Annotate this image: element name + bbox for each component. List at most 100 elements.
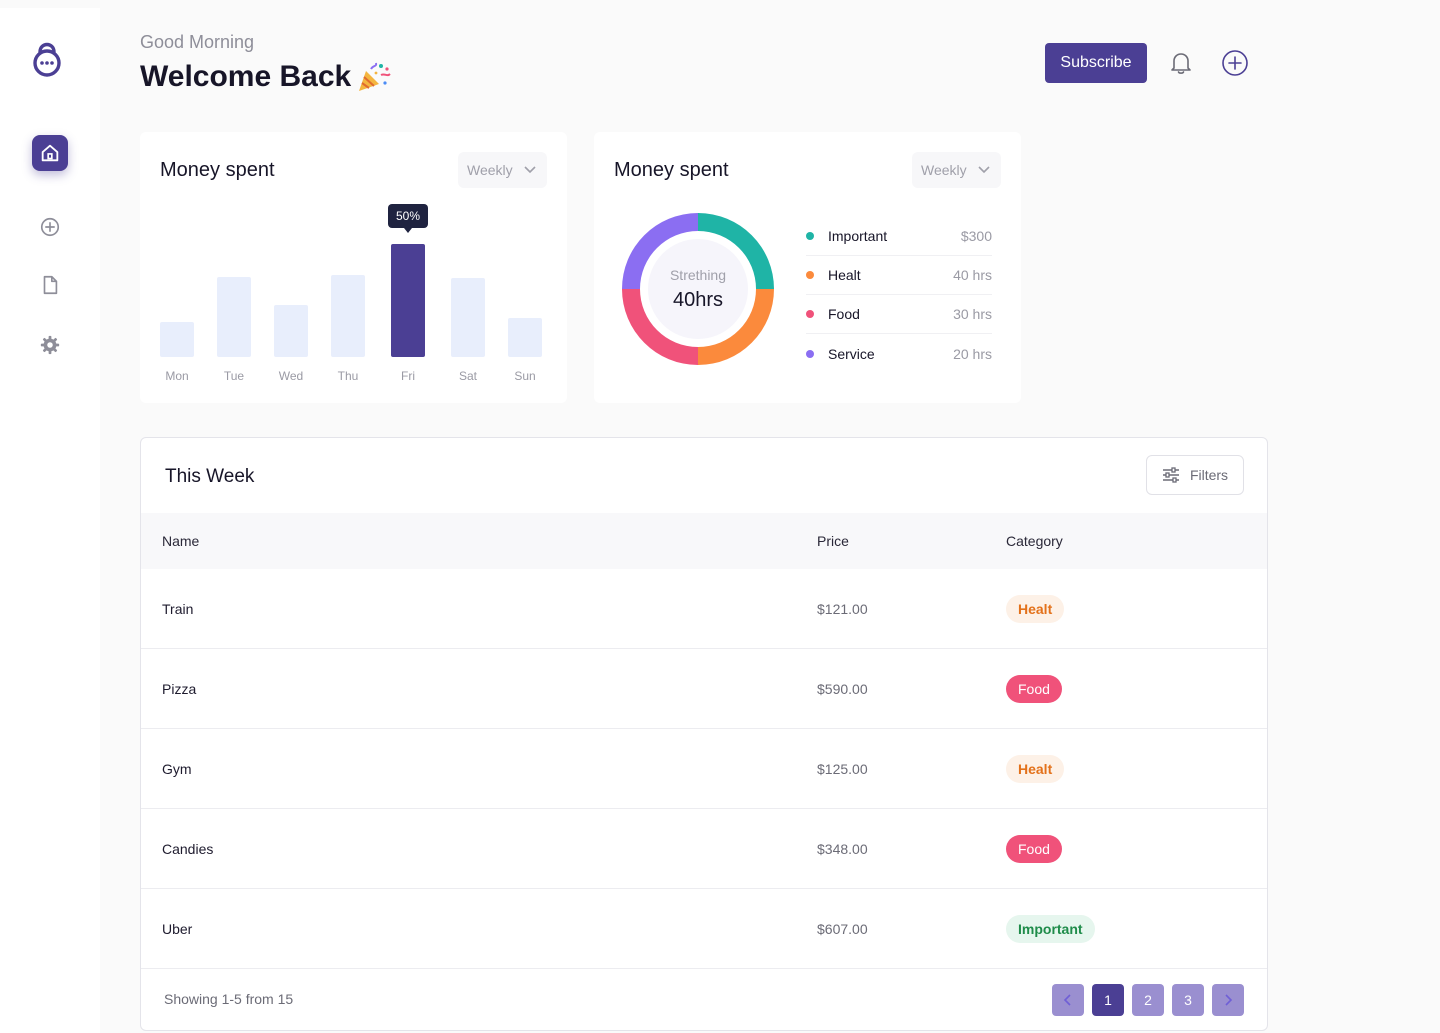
category-badge: Healt (1006, 595, 1065, 623)
sliders-icon (1162, 467, 1179, 483)
donut-center-value: 40hrs (673, 289, 723, 311)
row-name: Candies (162, 841, 214, 857)
legend-value: 20 hrs (953, 345, 992, 362)
legend-item-food: Food 30 hrs (806, 295, 992, 334)
bar-tue[interactable] (217, 277, 251, 357)
welcome-text: Welcome Back (140, 60, 352, 93)
sidebar-item-documents[interactable] (32, 267, 68, 303)
bar-mon[interactable] (160, 322, 194, 357)
row-price: $348.00 (817, 841, 868, 857)
row-name: Pizza (162, 681, 197, 697)
legend-label: Food (828, 306, 860, 322)
legend-value: 40 hrs (953, 267, 992, 283)
prev-page-button[interactable] (1052, 984, 1084, 1016)
row-price: $121.00 (817, 601, 868, 617)
donut-period-value: Weekly (921, 162, 967, 178)
donut-period-dropdown[interactable]: Weekly (912, 152, 1001, 188)
bar-wed[interactable] (274, 305, 308, 357)
bar-tooltip-label: 50% (396, 209, 420, 223)
money-spent-bar-card: Money spent Weekly Mon Tue Wed Thu Fri 50% Sat… (140, 132, 567, 403)
row-name: Gym (162, 761, 192, 777)
row-price: $607.00 (817, 921, 868, 937)
page-title: Welcome Back (140, 60, 391, 94)
greeting-text: Good Morning (140, 32, 255, 52)
table-row[interactable]: Gym $125.00 Healt (141, 729, 1267, 809)
donut-chart: Strething 40hrs (622, 213, 774, 365)
donut-slice-healt[interactable] (698, 289, 774, 365)
chevron-right-icon (1225, 994, 1233, 1006)
column-header-name[interactable]: Name (162, 533, 200, 549)
bar-sun[interactable] (508, 318, 542, 357)
home-icon (41, 144, 59, 162)
bar-period-dropdown[interactable]: Weekly (458, 152, 547, 188)
table-row[interactable]: Train $121.00 Healt (141, 569, 1267, 649)
legend-dot (806, 349, 814, 358)
category-badge: Important (1006, 915, 1095, 943)
legend-label: Service (828, 345, 875, 362)
tick-label-fri: Fri (401, 369, 415, 383)
subscribe-button[interactable]: Subscribe (1045, 43, 1147, 83)
category-badge: Food (1006, 675, 1062, 703)
category-badge: Healt (1006, 755, 1065, 783)
category-badge: Food (1006, 835, 1062, 863)
donut-slice-service[interactable] (622, 213, 698, 289)
legend-dot (806, 232, 814, 240)
kettlebell-logo-icon (33, 42, 61, 77)
donut-center (644, 235, 752, 343)
pagination-summary: Showing 1-5 from 15 (164, 991, 294, 1007)
bar-thu[interactable] (331, 275, 365, 357)
legend-item-important: Important $300 (806, 217, 992, 256)
legend-item-service: Service 20 hrs (806, 334, 992, 373)
tick-label-mon: Mon (165, 369, 188, 383)
legend-dot (806, 271, 814, 279)
filters-button[interactable]: Filters (1146, 455, 1244, 495)
sidebar-item-settings[interactable] (32, 327, 68, 363)
sidebar-item-home[interactable] (32, 135, 68, 171)
bar-chart: Mon Tue Wed Thu Fri 50% Sat Sun (160, 204, 542, 383)
money-spent-donut-card: Money spent Weekly Strething 40hrs Import… (594, 132, 1021, 403)
legend-label: Healt (828, 267, 861, 283)
add-circle-icon[interactable] (1221, 49, 1249, 77)
column-header-category[interactable]: Category (1006, 533, 1063, 549)
party-popper-icon (359, 62, 391, 91)
this-week-table-card: This Week Filters Name Price Category Tr… (140, 437, 1268, 1031)
chevron-down-icon (524, 166, 536, 174)
document-icon (43, 275, 58, 295)
gear-icon (40, 335, 60, 355)
tick-label-sun: Sun (514, 369, 535, 383)
chevron-left-icon (1063, 994, 1071, 1006)
plus-circle-icon (40, 217, 60, 237)
table-title: This Week (165, 466, 255, 487)
bar-card-title: Money spent (160, 159, 275, 181)
table-header: Name Price Category (141, 513, 1267, 569)
sidebar-item-add[interactable] (32, 209, 68, 245)
table-row[interactable]: Candies $348.00 Food (141, 809, 1267, 889)
bar-fri[interactable] (391, 244, 425, 357)
tick-label-thu: Thu (338, 369, 359, 383)
page-button-3[interactable]: 3 (1172, 984, 1204, 1016)
legend-label: Important (828, 228, 888, 244)
bell-icon[interactable] (1168, 50, 1194, 76)
row-price: $125.00 (817, 761, 868, 777)
bar-sat[interactable] (451, 278, 485, 357)
bar-tooltip: 50% (388, 204, 428, 233)
donut-center-label: Strething (670, 267, 726, 283)
donut-card-title: Money spent (614, 159, 729, 181)
page-button-2[interactable]: 2 (1132, 984, 1164, 1016)
table-row[interactable]: Uber $607.00 Important (141, 889, 1267, 969)
donut-slice-food[interactable] (622, 289, 698, 365)
bar-period-value: Weekly (467, 162, 513, 178)
row-price: $590.00 (817, 681, 868, 697)
filters-label: Filters (1189, 467, 1229, 483)
legend-value: 30 hrs (953, 306, 992, 322)
legend-value: $300 (960, 228, 992, 244)
tick-label-sat: Sat (459, 369, 478, 383)
page-button-1[interactable]: 1 (1092, 984, 1124, 1016)
tick-label-tue: Tue (224, 369, 245, 383)
next-page-button[interactable] (1212, 984, 1244, 1016)
donut-slice-important[interactable] (698, 213, 774, 289)
row-name: Uber (162, 921, 193, 937)
row-name: Train (162, 601, 194, 617)
table-row[interactable]: Pizza $590.00 Food (141, 649, 1267, 729)
column-header-price[interactable]: Price (817, 533, 849, 549)
